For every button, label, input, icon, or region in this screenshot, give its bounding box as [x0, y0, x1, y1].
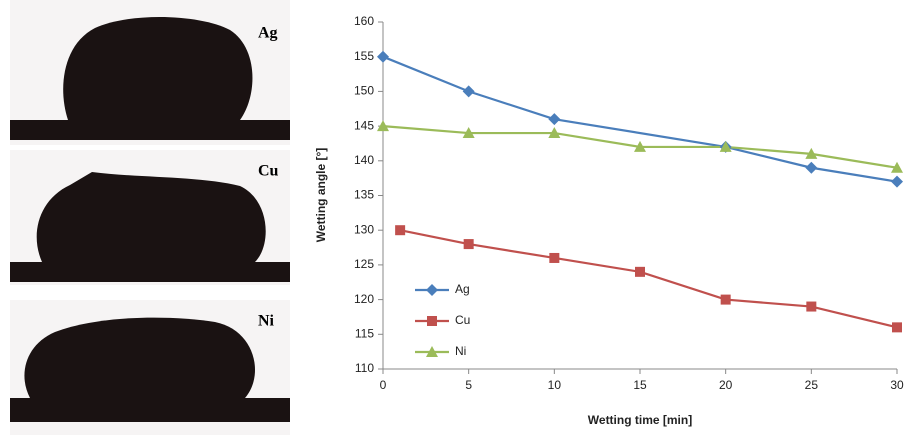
droplet-images: Ag Cu Ni	[10, 0, 290, 435]
x-tick-label: 20	[719, 378, 733, 392]
figure: Ag Cu Ni Wetting angle [°] Wetting time …	[0, 0, 910, 435]
y-tick-label: 135	[354, 188, 374, 202]
y-tick-label: 140	[354, 153, 374, 167]
x-tick-label: 0	[380, 378, 387, 392]
substrate	[10, 120, 290, 140]
y-tick-label: 120	[354, 292, 374, 306]
marker	[463, 85, 475, 97]
y-tick-label: 150	[354, 84, 374, 98]
x-tick-label: 5	[465, 378, 472, 392]
marker	[427, 316, 437, 326]
y-axis-label: Wetting angle [°]	[314, 148, 328, 243]
marker	[635, 267, 645, 277]
y-tick-label: 125	[354, 257, 374, 271]
marker	[806, 302, 816, 312]
substrate	[10, 398, 290, 422]
y-tick-label: 160	[354, 14, 374, 28]
marker	[395, 225, 405, 235]
marker	[891, 176, 903, 188]
y-tick-label: 110	[355, 361, 374, 375]
x-tick-label: 25	[805, 378, 819, 392]
droplet	[37, 172, 266, 262]
marker	[377, 51, 389, 63]
y-tick-label: 145	[354, 118, 374, 132]
marker	[549, 253, 559, 263]
series-line	[383, 57, 897, 182]
x-axis-label: Wetting time [min]	[588, 413, 692, 427]
image-label: Cu	[258, 163, 279, 180]
substrate	[10, 262, 290, 282]
y-tick-label: 130	[354, 222, 374, 236]
image-label: Ag	[258, 25, 278, 42]
marker	[464, 239, 474, 249]
y-tick-label: 155	[354, 49, 374, 63]
legend-label: Ni	[455, 344, 466, 358]
y-tick-label: 115	[355, 326, 374, 340]
x-tick-label: 10	[548, 378, 562, 392]
legend-label: Ag	[455, 282, 470, 296]
x-tick-label: 15	[633, 378, 647, 392]
legend-label: Cu	[455, 313, 470, 327]
x-tick-label: 30	[890, 378, 904, 392]
marker	[721, 295, 731, 305]
image-label: Ni	[258, 313, 275, 330]
chart: Ag Cu Ni Wetting angle [°] Wetting time …	[0, 0, 910, 435]
series-line	[400, 230, 897, 327]
marker	[426, 284, 438, 296]
marker	[892, 322, 902, 332]
marker	[548, 113, 560, 125]
droplet	[63, 17, 252, 120]
marker	[805, 162, 817, 174]
